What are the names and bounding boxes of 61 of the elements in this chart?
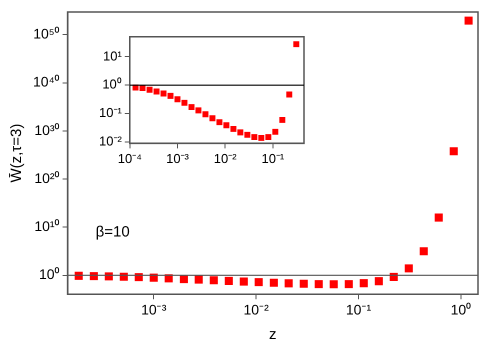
point (420, 247, 428, 256)
point (279, 116, 286, 123)
y-tick-label: 10⁰ (39, 266, 60, 282)
point (254, 278, 263, 286)
point (146, 86, 153, 93)
point (240, 278, 248, 286)
point (270, 278, 278, 287)
point (314, 280, 323, 288)
y-tick-label: 10⁵⁰ (33, 25, 60, 42)
point (284, 279, 293, 288)
point (434, 214, 443, 222)
y-tick-label: 10²⁰ (34, 170, 60, 186)
point (181, 100, 188, 106)
point (265, 134, 272, 140)
x-tick-label: 10⁰ (450, 301, 472, 318)
point (168, 92, 174, 99)
point (251, 134, 258, 140)
x-tick-label: 10⁻³ (166, 150, 190, 166)
y-tick-label: 10⁻² (98, 134, 122, 149)
point (344, 280, 353, 288)
point (209, 115, 216, 122)
point (244, 132, 250, 138)
point (230, 126, 236, 132)
point (360, 279, 368, 288)
x-tick-label: 10⁻² (214, 150, 238, 166)
point (188, 104, 194, 110)
y-tick-label: 10⁰ (102, 76, 122, 92)
annotation: β=10 (96, 223, 130, 240)
point (258, 134, 264, 141)
x-tick-label: 10⁻⁴ (118, 150, 142, 166)
point (195, 107, 202, 114)
y-tick-label: 10¹ (102, 48, 122, 64)
x-tick-label: 10⁻² (244, 301, 270, 318)
x-tick-label: 10⁻¹ (346, 301, 372, 318)
y-tick-label: 10⁴⁰ (32, 74, 60, 90)
point (286, 92, 292, 98)
point (464, 16, 473, 25)
x-tick-label: 10⁻³ (141, 301, 167, 318)
x-tick-label: 10⁻¹ (261, 150, 285, 166)
x-axis-title: z (269, 326, 277, 344)
point (404, 264, 413, 272)
y-axis-title: W̄(z,τ=3) (8, 124, 26, 183)
point (223, 122, 230, 128)
point (450, 147, 458, 156)
point (374, 277, 383, 286)
point (160, 90, 167, 96)
point (174, 96, 180, 102)
point (210, 276, 218, 284)
y-tick-label: 10³⁰ (34, 122, 60, 138)
point (154, 88, 160, 94)
point (202, 111, 208, 118)
point (272, 128, 278, 135)
point (300, 280, 308, 288)
point (293, 41, 300, 48)
point (330, 280, 338, 288)
point (216, 119, 222, 126)
y-tick-label: 10¹⁰ (34, 218, 60, 234)
point (194, 276, 203, 284)
point (237, 129, 244, 136)
point (224, 276, 233, 285)
y-tick-label: 10⁻¹ (98, 105, 122, 120)
